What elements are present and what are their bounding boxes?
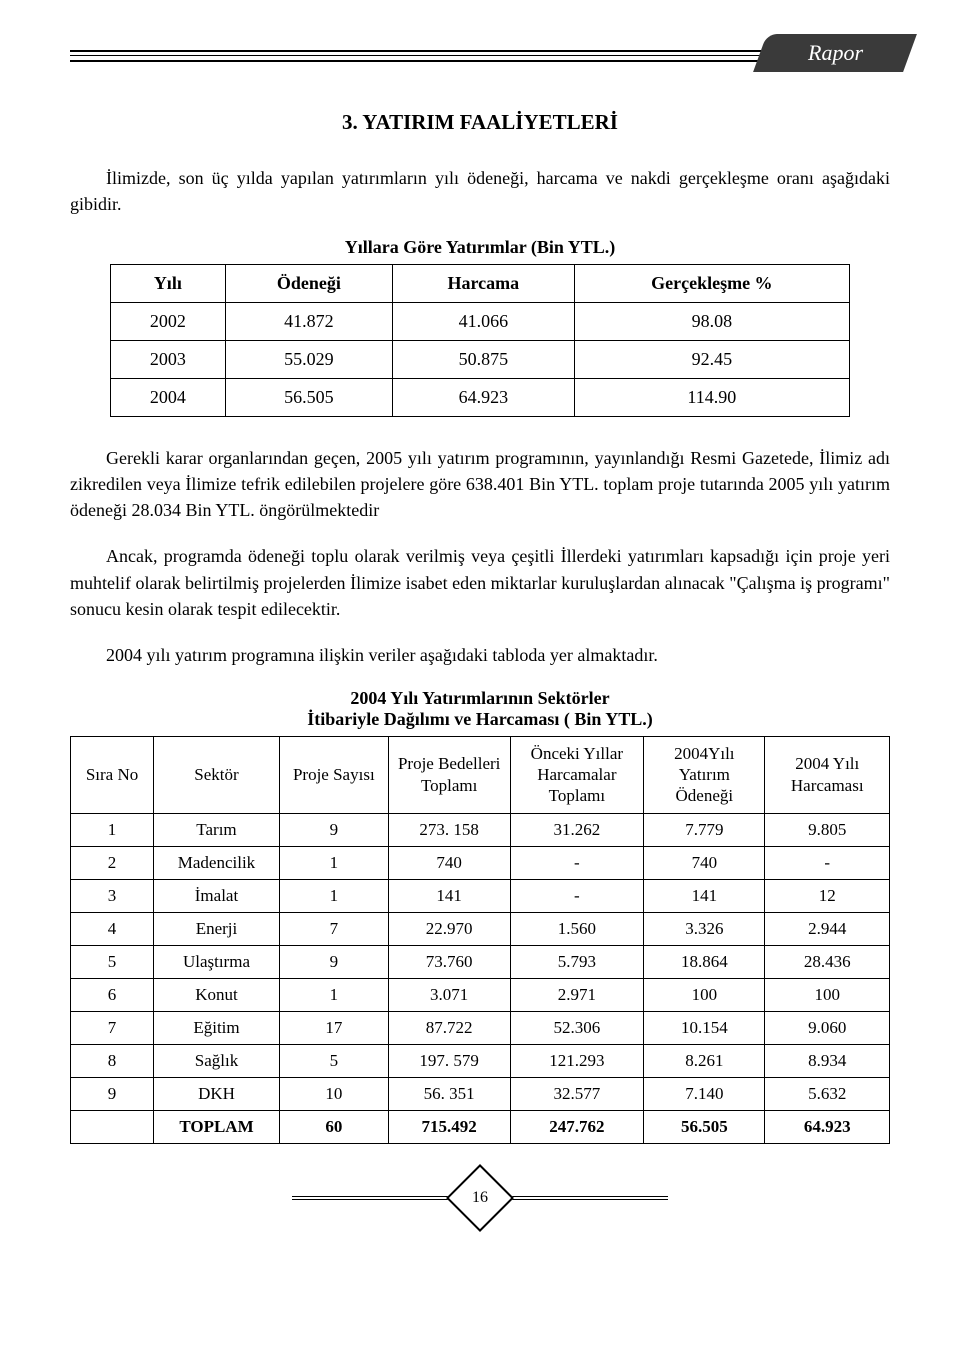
table-row: 2003 55.029 50.875 92.45: [111, 341, 850, 379]
table2-col-6: 2004 Yılı Harcaması: [765, 736, 890, 813]
table2-col-0: Sıra No: [71, 736, 154, 813]
page-number: 16: [472, 1189, 488, 1207]
table2-col-2: Proje Sayısı: [279, 736, 388, 813]
table2-col-5: 2004Yılı Yatırım Ödeneği: [644, 736, 765, 813]
table-row: 6 Konut 1 3.071 2.971 100 100: [71, 978, 890, 1011]
page-container: Rapor 3. YATIRIM FAALİYETLERİ İlimizde, …: [0, 0, 960, 1262]
table2-col-1: Sektör: [154, 736, 280, 813]
header-band: Rapor: [70, 30, 890, 80]
table-row: 1 Tarım 9 273. 158 31.262 7.779 9.805: [71, 813, 890, 846]
table-row: 2 Madencilik 1 740 - 740 -: [71, 846, 890, 879]
paragraph-2: Gerekli karar organlarından geçen, 2005 …: [70, 445, 890, 523]
table2-caption: 2004 Yılı Yatırımlarının Sektörler İtiba…: [70, 688, 890, 730]
table-row: 3 İmalat 1 141 - 141 12: [71, 879, 890, 912]
table1-col-3: Gerçekleşme %: [574, 265, 849, 303]
table2-col-4: Önceki Yıllar Harcamalar Toplamı: [510, 736, 644, 813]
table1-col-2: Harcama: [392, 265, 574, 303]
section-title: 3. YATIRIM FAALİYETLERİ: [70, 110, 890, 135]
table-sector-distribution: Sıra No Sektör Proje Sayısı Proje Bedell…: [70, 736, 890, 1144]
table-row: 5 Ulaştırma 9 73.760 5.793 18.864 28.436: [71, 945, 890, 978]
table-row: 7 Eğitim 17 87.722 52.306 10.154 9.060: [71, 1011, 890, 1044]
footer-ornament: 16: [70, 1174, 890, 1222]
table2-header-row: Sıra No Sektör Proje Sayısı Proje Bedell…: [71, 736, 890, 813]
table-row: 8 Sağlık 5 197. 579 121.293 8.261 8.934: [71, 1044, 890, 1077]
table-row: 4 Enerji 7 22.970 1.560 3.326 2.944: [71, 912, 890, 945]
table2-col-3: Proje Bedelleri Toplamı: [388, 736, 510, 813]
header-tab-label: Rapor: [808, 34, 863, 72]
table1-col-0: Yılı: [111, 265, 226, 303]
footer-rule-left: [292, 1196, 462, 1200]
table-row: 2004 56.505 64.923 114.90: [111, 379, 850, 417]
table-row: 9 DKH 10 56. 351 32.577 7.140 5.632: [71, 1077, 890, 1110]
header-tab: Rapor: [753, 34, 917, 72]
footer-rule-right: [498, 1196, 668, 1200]
page-number-diamond: 16: [446, 1164, 514, 1232]
paragraph-1: İlimizde, son üç yılda yapılan yatırımla…: [70, 165, 890, 217]
table1-header-row: Yılı Ödeneği Harcama Gerçekleşme %: [111, 265, 850, 303]
paragraph-4: 2004 yılı yatırım programına ilişkin ver…: [70, 642, 890, 668]
table-total-row: TOPLAM 60 715.492 247.762 56.505 64.923: [71, 1110, 890, 1143]
paragraph-3: Ancak, programda ödeneği toplu olarak ve…: [70, 543, 890, 621]
table-yearly-investments: Yılı Ödeneği Harcama Gerçekleşme % 2002 …: [110, 264, 850, 417]
table-row: 2002 41.872 41.066 98.08: [111, 303, 850, 341]
table1-caption: Yıllara Göre Yatırımlar (Bin YTL.): [70, 237, 890, 258]
table1-col-1: Ödeneği: [225, 265, 392, 303]
